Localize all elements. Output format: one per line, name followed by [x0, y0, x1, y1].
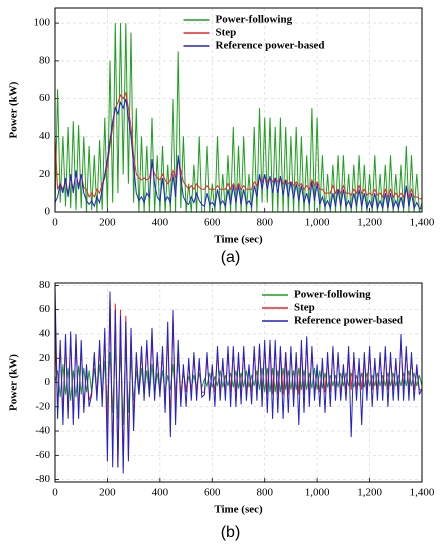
- x-tick-label: 0: [52, 487, 58, 499]
- x-tick-label: 400: [152, 217, 169, 229]
- y-tick-label: 80: [39, 54, 51, 66]
- legend-label: Reference power-based: [294, 315, 403, 327]
- plot-frame: [54, 282, 423, 483]
- x-tick-label: 1,200: [357, 487, 382, 499]
- x-tick-label: 0: [52, 217, 58, 229]
- x-tick-label: 800: [256, 487, 273, 499]
- legend-label: Step: [294, 302, 315, 314]
- series-line: [55, 98, 422, 211]
- y-tick-label: -60: [35, 449, 50, 461]
- x-axis-label: Time (sec): [214, 234, 263, 246]
- x-tick-label: 800: [256, 217, 273, 229]
- y-tick-label: 80: [39, 279, 51, 291]
- x-tick-label: 200: [99, 487, 116, 499]
- y-tick-label: -40: [35, 425, 50, 437]
- y-tick-label: 0: [45, 376, 51, 388]
- caption: (b): [221, 524, 241, 541]
- y-tick-label: 20: [39, 352, 51, 364]
- y-tick-label: 60: [39, 303, 51, 315]
- y-axis-label: Power (kW): [8, 354, 20, 411]
- series-line: [55, 285, 422, 474]
- y-tick-label: 60: [39, 92, 51, 104]
- x-tick-label: 1,000: [305, 217, 330, 229]
- caption: (a): [221, 249, 241, 266]
- x-tick-label: 400: [152, 487, 169, 499]
- x-tick-label: 600: [204, 487, 221, 499]
- y-axis-label: Power (kW): [8, 81, 20, 138]
- x-tick-label: 600: [204, 217, 221, 229]
- x-tick-label: 1,400: [410, 487, 435, 499]
- y-tick-label: 20: [39, 168, 51, 180]
- legend-label: Step: [216, 27, 237, 39]
- x-tick-label: 1,200: [357, 217, 382, 229]
- legend-label: Power-following: [216, 14, 293, 26]
- x-tick-label: 200: [99, 217, 116, 229]
- legend-label: Power-following: [294, 289, 371, 301]
- x-tick-label: 1,400: [410, 217, 435, 229]
- series-line: [55, 91, 422, 200]
- plot-frame: [54, 7, 423, 213]
- x-tick-label: 1,000: [305, 487, 330, 499]
- legend-label: Reference power-based: [216, 40, 325, 52]
- series-line: [55, 23, 422, 212]
- y-tick-label: 0: [45, 206, 51, 218]
- y-tick-label: -20: [35, 400, 50, 412]
- y-tick-label: 40: [39, 130, 51, 142]
- y-tick-label: -80: [35, 473, 50, 485]
- y-tick-label: 40: [39, 327, 51, 339]
- y-tick-label: 100: [34, 17, 51, 29]
- x-axis-label: Time (sec): [214, 504, 263, 516]
